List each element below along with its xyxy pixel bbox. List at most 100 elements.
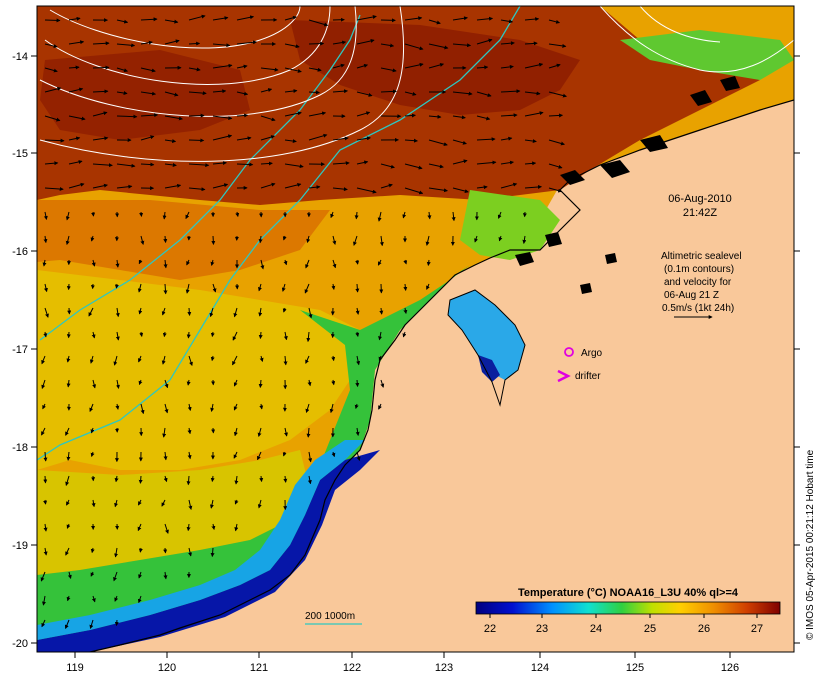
velocity-arrow: [44, 115, 61, 122]
velocity-arrow: [138, 547, 143, 553]
velocity-arrow: [212, 16, 229, 21]
velocity-arrow: [65, 235, 70, 246]
velocity-arrow: [284, 111, 302, 117]
lon-label-125: 125: [626, 662, 644, 674]
velocity-arrow: [476, 91, 492, 98]
altimetry-line-2: (0.1m contours): [664, 264, 734, 275]
velocity-arrow: [113, 355, 118, 366]
cb-label-26: 26: [698, 623, 710, 635]
velocity-arrow: [234, 523, 239, 532]
velocity-arrow: [137, 499, 142, 506]
velocity-arrow: [43, 523, 48, 532]
velocity-arrow: [474, 235, 478, 243]
velocity-arrow: [89, 403, 94, 413]
velocity-arrow: [283, 355, 288, 366]
velocity-arrow: [380, 163, 395, 169]
velocity-arrow: [188, 113, 205, 118]
velocity-arrow: [116, 91, 128, 95]
velocity-arrow: [332, 187, 348, 192]
velocity-arrow: [209, 499, 214, 509]
velocity-arrow: [452, 139, 467, 145]
velocity-arrow: [236, 136, 252, 141]
velocity-arrow: [114, 595, 119, 602]
velocity-arrow: [356, 111, 371, 117]
velocity-arrow: [378, 355, 383, 362]
velocity-arrow: [257, 451, 262, 461]
velocity-arrow: [404, 91, 417, 96]
velocity-arrow: [68, 182, 85, 189]
velocity-arrow: [331, 283, 336, 290]
time-text: 21:42Z: [683, 207, 718, 219]
colorbar-tick-27: 27: [751, 614, 763, 635]
velocity-arrow: [257, 499, 262, 509]
velocity-arrow: [426, 283, 430, 290]
velocity-arrow: [404, 113, 416, 118]
velocity-arrow: [500, 182, 518, 189]
velocity-arrow: [185, 283, 190, 294]
altimetry-line-3: and velocity for: [664, 277, 732, 288]
lat-axis: -14 -15 -16 -17 -18 -19 -20: [12, 51, 800, 650]
islands: [515, 76, 740, 294]
velocity-arrow: [212, 89, 227, 94]
velocity-arrow: [139, 331, 144, 337]
velocity-arrow: [68, 136, 81, 141]
velocity-arrow: [162, 331, 167, 338]
velocity-arrow: [476, 16, 494, 21]
velocity-arrow: [524, 139, 537, 144]
velocity-arrow: [308, 19, 329, 27]
velocity-arrow: [281, 283, 286, 292]
velocity-arrow: [188, 355, 193, 367]
velocity-arrow: [331, 379, 336, 386]
velocity-arrow: [66, 451, 71, 461]
velocity-arrow: [210, 547, 215, 558]
velocity-arrow: [116, 19, 129, 24]
velocity-arrow: [92, 183, 108, 189]
velocity-arrow: [43, 451, 48, 462]
isobath-200m: [39, 14, 361, 341]
velocity-arrow: [284, 182, 302, 189]
velocity-arrow: [188, 547, 193, 557]
velocity-arrow: [379, 235, 384, 247]
velocity-arrow: [139, 211, 144, 217]
velocity-arrow: [308, 67, 322, 72]
velocity-arrow: [163, 475, 168, 483]
velocity-arrow: [211, 235, 216, 245]
velocity-arrow: [304, 283, 310, 294]
velocity-arrow: [92, 163, 113, 168]
velocity-arrows: [40, 14, 567, 630]
velocity-arrow: [163, 235, 168, 244]
velocity-arrow: [500, 136, 513, 141]
velocity-arrow: [140, 162, 155, 167]
velocity-arrow: [92, 65, 110, 70]
velocity-arrow: [307, 475, 312, 485]
velocity-arrow: [428, 19, 441, 25]
sea-green: [37, 265, 470, 652]
velocity-arrow: [258, 307, 263, 317]
velocity-arrow: [284, 67, 302, 73]
velocity-arrow: [161, 307, 166, 316]
velocity-arrow: [68, 65, 80, 70]
velocity-arrow: [354, 211, 359, 220]
velocity-arrow: [212, 43, 231, 48]
velocity-arrow: [88, 307, 94, 317]
velocity-arrow: [66, 523, 71, 529]
lat-label-17: -17: [12, 344, 28, 356]
velocity-arrow: [188, 91, 207, 96]
velocity-arrow: [41, 427, 46, 436]
velocity-arrow: [66, 499, 70, 506]
lon-tick-121: 121: [250, 652, 268, 674]
velocity-arrow: [187, 427, 192, 435]
velocity-arrow: [209, 307, 214, 318]
velocity-arrow: [284, 139, 297, 144]
velocity-arrow: [116, 163, 136, 168]
velocity-arrow: [282, 451, 287, 457]
velocity-arrow: [137, 283, 142, 293]
velocity-arrow: [404, 62, 424, 69]
velocity-arrow: [164, 19, 179, 24]
velocity-arrow: [236, 162, 254, 167]
velocity-arrow: [44, 186, 64, 191]
lat-label-19: -19: [12, 540, 28, 552]
velocity-arrow: [452, 43, 472, 48]
velocity-arrow: [380, 89, 397, 94]
velocity-arrow: [355, 427, 360, 436]
